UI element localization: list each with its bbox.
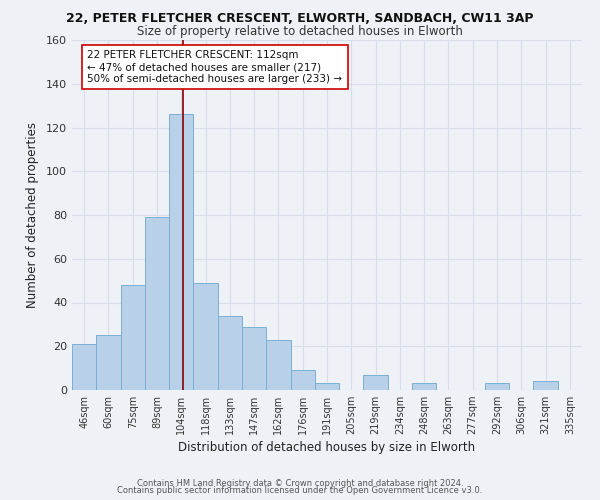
Text: Contains public sector information licensed under the Open Government Licence v3: Contains public sector information licen…	[118, 486, 482, 495]
Bar	[121, 285, 145, 390]
Y-axis label: Number of detached properties: Number of detached properties	[26, 122, 39, 308]
Bar	[485, 384, 509, 390]
Text: Contains HM Land Registry data © Crown copyright and database right 2024.: Contains HM Land Registry data © Crown c…	[137, 478, 463, 488]
Bar	[96, 336, 121, 390]
Bar	[533, 381, 558, 390]
Bar	[145, 217, 169, 390]
Text: 22 PETER FLETCHER CRESCENT: 112sqm
← 47% of detached houses are smaller (217)
50: 22 PETER FLETCHER CRESCENT: 112sqm ← 47%…	[88, 50, 342, 84]
Bar	[72, 344, 96, 390]
Bar	[364, 374, 388, 390]
Bar	[315, 384, 339, 390]
Bar	[242, 326, 266, 390]
Bar	[412, 384, 436, 390]
Bar	[290, 370, 315, 390]
Bar	[193, 283, 218, 390]
Bar	[218, 316, 242, 390]
Text: 22, PETER FLETCHER CRESCENT, ELWORTH, SANDBACH, CW11 3AP: 22, PETER FLETCHER CRESCENT, ELWORTH, SA…	[66, 12, 534, 26]
Bar	[169, 114, 193, 390]
X-axis label: Distribution of detached houses by size in Elworth: Distribution of detached houses by size …	[178, 442, 476, 454]
Bar	[266, 340, 290, 390]
Text: Size of property relative to detached houses in Elworth: Size of property relative to detached ho…	[137, 25, 463, 38]
